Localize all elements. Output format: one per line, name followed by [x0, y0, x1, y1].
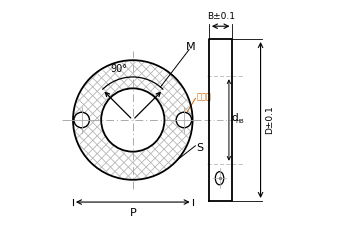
Text: P: P [130, 208, 136, 218]
Text: M: M [186, 42, 195, 52]
Text: H8: H8 [235, 119, 244, 124]
Ellipse shape [215, 172, 224, 185]
Text: B±0.1: B±0.1 [207, 12, 235, 21]
Circle shape [74, 112, 90, 128]
Text: 90°: 90° [110, 64, 127, 74]
Text: D±0.1: D±0.1 [265, 106, 274, 134]
Circle shape [176, 112, 192, 128]
Text: 固定穴: 固定穴 [196, 92, 211, 101]
Text: S: S [196, 143, 203, 153]
Text: d: d [232, 113, 238, 123]
